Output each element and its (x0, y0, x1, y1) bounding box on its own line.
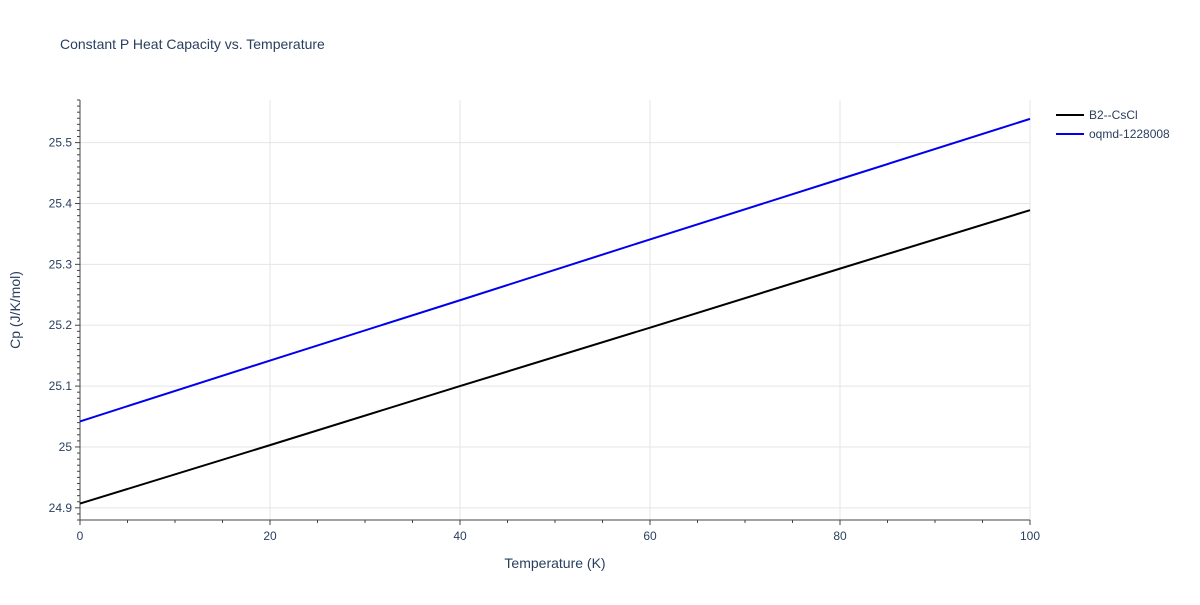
grid-layer (80, 100, 1031, 520)
x-tick-label: 100 (1020, 529, 1040, 543)
y-tick-label: 25.5 (49, 136, 73, 150)
y-tick-label: 25.2 (49, 318, 73, 332)
y-axis-title: Cp (J/K/mol) (7, 271, 23, 349)
axis-layer: 0 20 40 60 80 100 24.9 25 25.1 25.2 25.3 25.4 25.5 (49, 99, 1040, 543)
legend-label[interactable]: B2--CsCl (1089, 108, 1138, 122)
x-tick-label: 40 (453, 529, 467, 543)
x-tick-label: 20 (263, 529, 277, 543)
legend[interactable]: B2--CsCl oqmd-1228008 (1056, 108, 1170, 141)
x-tick-label: 60 (643, 529, 657, 543)
series-line-1 (79, 209, 1031, 505)
x-axis-title: Temperature (K) (504, 555, 605, 571)
series-layer (79, 117, 1031, 505)
y-tick-label: 24.9 (49, 501, 73, 515)
y-tick-label: 25.3 (49, 257, 73, 271)
chart-title: Constant P Heat Capacity vs. Temperature (60, 36, 325, 52)
y-tick-label: 25 (59, 440, 73, 454)
y-tick-label: 25.1 (49, 379, 73, 393)
series-line-2 (79, 117, 1031, 423)
x-tick-label: 0 (77, 529, 84, 543)
x-tick-label: 80 (833, 529, 847, 543)
y-tick-label: 25.4 (49, 196, 73, 210)
legend-label[interactable]: oqmd-1228008 (1089, 127, 1170, 141)
